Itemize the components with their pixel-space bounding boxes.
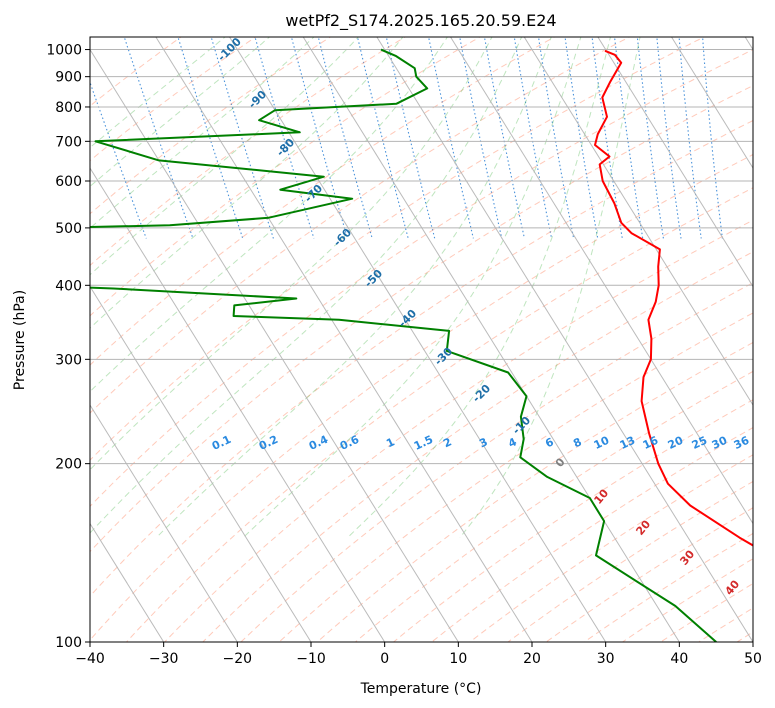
x-tick-label: 40: [670, 651, 688, 667]
dry-adiabat-line: [125, 187, 753, 642]
mixing-ratio-label: 16: [641, 434, 661, 452]
moist-adiabat-line: [90, 37, 271, 188]
moist-adiabat-line: [347, 37, 612, 539]
isotherm-line: [376, 37, 753, 642]
y-tick-label: 200: [55, 457, 82, 473]
moist-adiabat-line: [459, 37, 641, 539]
moist-adiabat-line: [90, 37, 360, 276]
x-tick-label: 50: [744, 651, 762, 667]
mixing-ratio-line: [317, 37, 373, 239]
x-tick-label: −40: [75, 651, 105, 667]
mixing-ratio-label: 25: [690, 434, 709, 452]
mixing-ratio-line: [513, 37, 553, 239]
mixing-ratio-label: 30: [710, 434, 730, 452]
x-tick-label: −30: [149, 651, 179, 667]
data-series: [90, 48, 753, 642]
profile-line: [594, 49, 753, 547]
mixing-ratio-line: [537, 37, 575, 239]
x-tick-label: −10: [296, 651, 326, 667]
moist-adiabat-line: [90, 37, 493, 471]
x-axis-title: Temperature (°C): [360, 681, 482, 697]
mixing-ratio-label: 20: [666, 434, 686, 452]
mixing-ratio-label: 36: [732, 434, 752, 452]
isotherm-line: [450, 37, 753, 525]
isotherm-line: [90, 167, 386, 642]
y-tick-label: 100: [55, 635, 82, 651]
isotherm-line: [302, 37, 680, 642]
mixing-ratio-line: [483, 37, 525, 239]
mixing-ratio-line: [591, 37, 623, 239]
moist-adiabat-line: [90, 37, 404, 329]
y-tick-label: 800: [55, 100, 82, 116]
mixing-ratio-line: [564, 37, 599, 239]
isotherm-line: [90, 285, 312, 642]
y-tick-label: 400: [55, 278, 82, 294]
mixing-ratio-line: [177, 37, 244, 239]
isotherm-line: [90, 404, 238, 642]
y-tick-label: 700: [55, 134, 82, 150]
moist-adiabat-line: [242, 37, 582, 539]
x-tick-label: 10: [449, 651, 467, 667]
y-tick-label: 500: [55, 221, 82, 237]
mixing-ratio-label: 10: [592, 434, 612, 452]
y-tick-label: 900: [55, 70, 82, 86]
x-tick-label: 30: [597, 651, 615, 667]
isotherm-line: [671, 37, 753, 169]
mixing-ratio-line: [428, 37, 474, 239]
dry-adiabat-line: [90, 119, 753, 597]
isotherm-line: [523, 37, 753, 406]
y-axis-title: Pressure (hPa): [12, 290, 28, 390]
dry-adiabat-line: [240, 282, 753, 642]
mixing-ratio-line: [636, 37, 664, 239]
dry-adiabat-line: [392, 399, 753, 642]
isotherm-line: [155, 37, 533, 642]
x-tick-label: 0: [380, 651, 389, 667]
moist-adiabat-line: [90, 37, 315, 229]
y-tick-label: 300: [55, 352, 82, 368]
isotherm-line: [90, 48, 459, 642]
axes: −40 −30 −20 −10 0 10 20 30 40 50 1000 900 800 700 600 5…: [46, 43, 762, 667]
moist-adiabat-line: [155, 37, 552, 539]
mixing-ratio-line: [356, 37, 409, 239]
isotherm-line: [90, 522, 165, 642]
mixing-ratio-line: [290, 37, 349, 239]
y-tick-label: 1000: [46, 43, 82, 59]
y-tick-label: 600: [55, 174, 82, 190]
background-lines: [90, 37, 753, 642]
mixing-ratio-line: [385, 37, 436, 239]
x-tick-label: −20: [223, 651, 253, 667]
profile-line: [90, 48, 717, 642]
mixing-ratio-line: [702, 37, 723, 239]
plot-frame: [89, 36, 754, 643]
mixing-ratio-line: [254, 37, 315, 239]
x-tick-label: 20: [523, 651, 541, 667]
mixing-ratio-label: 13: [618, 434, 637, 452]
moist-adiabat-line: [90, 37, 523, 534]
chart-title: wetPf2_S174.2025.165.20.59.E24: [285, 11, 556, 31]
isotherm-line: [597, 37, 753, 288]
mixing-ratio-line: [123, 37, 194, 239]
mixing-ratio-line: [678, 37, 702, 239]
mixing-ratio-line: [656, 37, 682, 239]
dry-adiabat-line: [90, 153, 753, 641]
isotherm-line: [229, 37, 607, 642]
